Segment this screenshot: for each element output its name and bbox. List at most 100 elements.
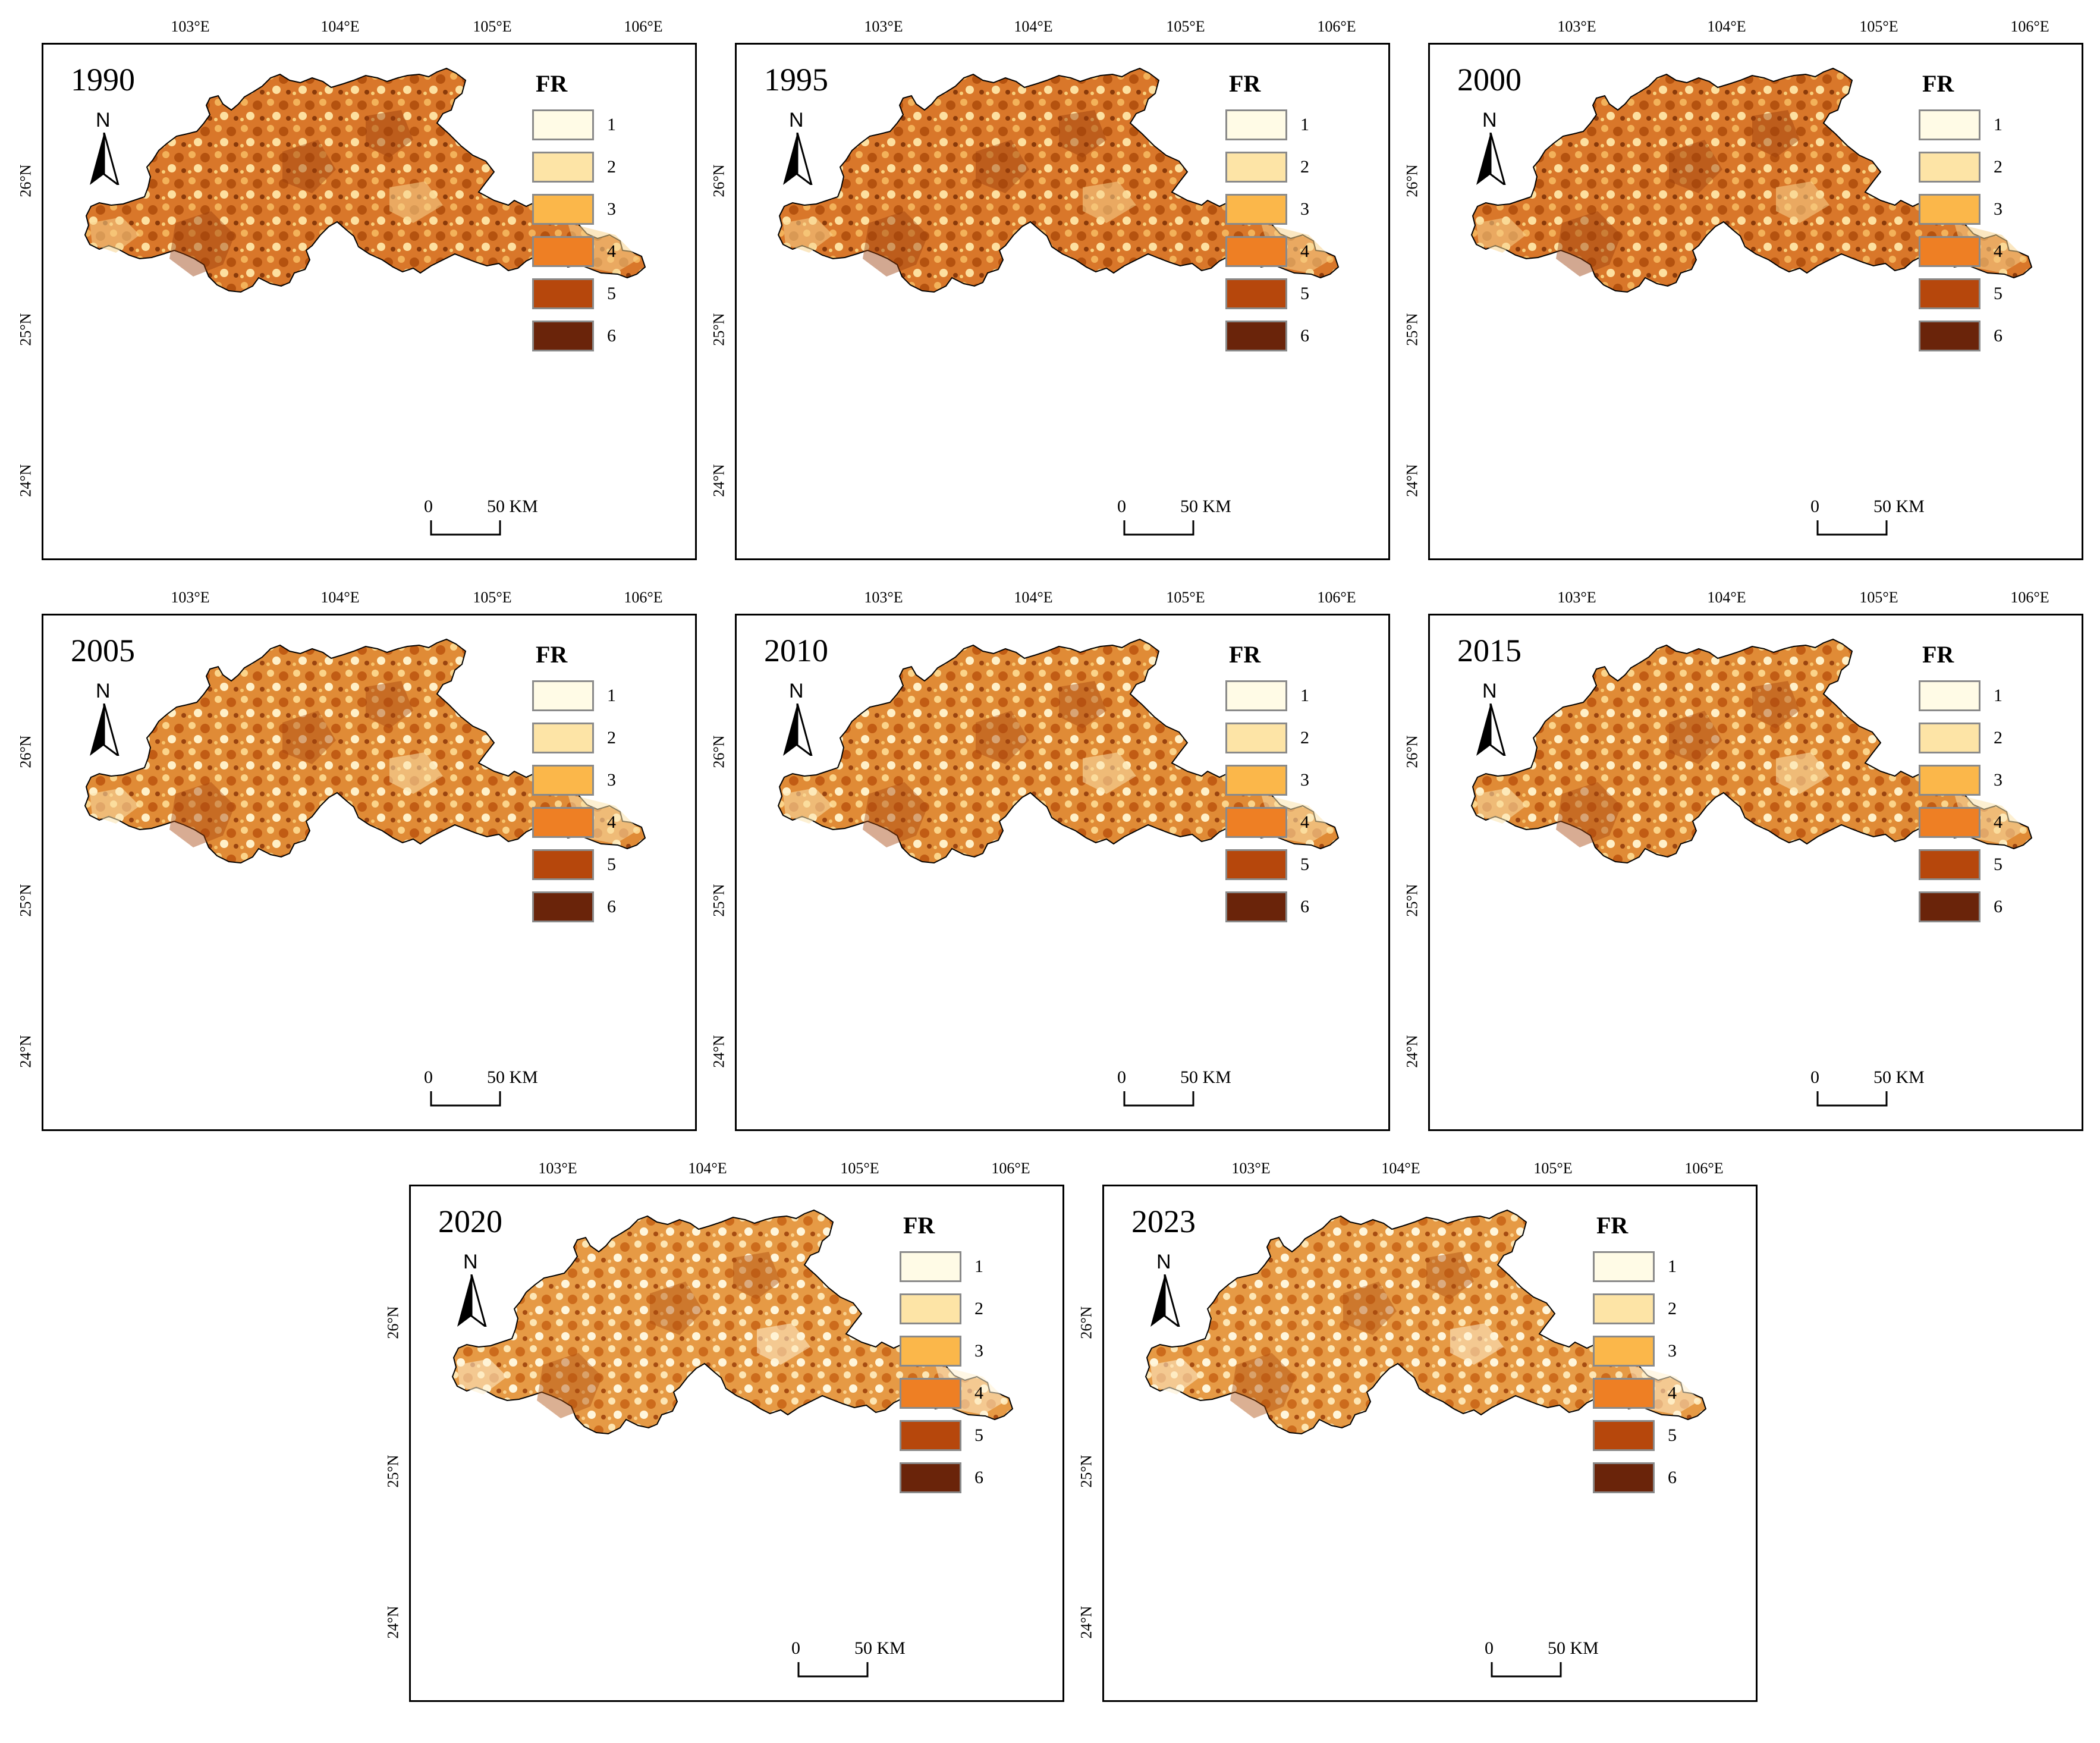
scale-zero-label: 0	[1117, 1067, 1126, 1087]
fr-high-class-zones	[1556, 681, 1800, 847]
latitude-tick-label: 26°N	[17, 735, 34, 768]
legend-swatch	[1225, 151, 1287, 183]
legend-item-1: 1	[900, 1245, 1018, 1287]
legend-item-2: 2	[900, 1287, 1018, 1330]
longitude-tick-label: 106°E	[2010, 18, 2049, 35]
legend-swatch	[532, 235, 594, 267]
legend-item-4: 4	[532, 801, 651, 843]
legend-item-2: 2	[532, 717, 651, 759]
legend-swatch	[1593, 1335, 1655, 1367]
north-letter: N	[789, 680, 804, 702]
latitude-tick-label: 24°N	[1403, 464, 1421, 497]
legend-item-1: 1	[532, 103, 651, 146]
longitude-tick-label: 106°E	[624, 589, 663, 606]
north-letter: N	[96, 109, 111, 131]
scale-bar	[1123, 520, 1194, 536]
legend-swatch	[1593, 1462, 1655, 1493]
legend: FR 1 2 3 4 5 6	[532, 640, 651, 928]
legend-label: 3	[1300, 770, 1309, 790]
legend-label: 4	[607, 812, 616, 832]
longitude-tick-label: 106°E	[1684, 1160, 1724, 1177]
longitude-tick-label: 104°E	[1014, 589, 1053, 606]
longitude-tick-label: 104°E	[1707, 589, 1746, 606]
legend-swatch	[1593, 1293, 1655, 1324]
legend-item-6: 6	[1919, 885, 2038, 928]
legend-item-3: 3	[532, 759, 651, 801]
north-arrow-icon	[783, 133, 813, 185]
north-arrow: N	[1469, 109, 1511, 186]
legend-swatch	[1225, 891, 1287, 922]
legend-item-4: 4	[532, 230, 651, 272]
legend-swatch	[900, 1377, 961, 1409]
legend-swatch	[1919, 764, 1980, 796]
legend-swatch	[532, 151, 594, 183]
map-panel-2005: 2005 N FR 1 2 3 4 5 6 0 50 KM 103°E 104°E 105°E…	[17, 589, 697, 1131]
legend-label: 3	[1994, 770, 2002, 790]
panel-year-label: 1990	[71, 62, 135, 98]
scale-zero-label: 0	[424, 497, 433, 516]
legend-label: 6	[974, 1467, 983, 1487]
legend-swatch	[1225, 764, 1287, 796]
legend-swatch	[900, 1419, 961, 1451]
legend-label: 5	[607, 854, 616, 874]
scale-zero-label: 0	[1810, 1067, 1819, 1087]
legend-label: 4	[1994, 241, 2002, 261]
latitude-tick-label: 26°N	[1403, 164, 1421, 197]
north-arrow: N	[776, 109, 818, 186]
legend-title: FR	[1229, 70, 1261, 97]
legend-item-3: 3	[1919, 188, 2038, 230]
legend-item-5: 5	[1919, 843, 2038, 885]
map-panel-2015: 2015 N FR 1 2 3 4 5 6 0 50 KM 103°E 104°E 105°E…	[1404, 589, 2083, 1131]
legend-item-2: 2	[1593, 1287, 1712, 1330]
legend-item-6: 6	[1225, 885, 1344, 928]
legend-item-3: 3	[532, 188, 651, 230]
legend-items: 1 2 3 4 5 6	[1225, 674, 1344, 928]
scale-zero-label: 0	[1485, 1638, 1494, 1658]
scale-fifty-label: 50 KM	[854, 1638, 906, 1658]
legend-swatch	[1919, 235, 1980, 267]
legend-items: 1 2 3 4 5 6	[900, 1245, 1018, 1499]
legend-swatch	[1225, 278, 1287, 309]
legend-title: FR	[903, 1212, 935, 1239]
legend-item-3: 3	[1225, 759, 1344, 801]
north-letter: N	[1482, 109, 1497, 131]
legend-item-6: 6	[900, 1456, 1018, 1499]
legend-title: FR	[536, 641, 568, 668]
legend-swatch	[1919, 891, 1980, 922]
north-arrow-icon	[90, 133, 120, 185]
legend-label: 4	[1300, 241, 1309, 261]
map-panel-2023: 2023 N FR 1 2 3 4 5 6 0 50 KM 103°E 104°E 105°E…	[1078, 1160, 1758, 1702]
north-arrow-icon	[783, 704, 813, 756]
legend: FR 1 2 3 4 5 6	[1919, 640, 2038, 928]
legend-label: 4	[607, 241, 616, 261]
scale-zero-label: 0	[791, 1638, 800, 1658]
legend-item-5: 5	[1225, 272, 1344, 315]
legend-swatch	[1919, 806, 1980, 838]
legend-label: 3	[607, 199, 616, 219]
fr-high-class-zones	[169, 110, 413, 277]
legend-label: 6	[1300, 325, 1309, 346]
latitude-tick-label: 25°N	[1403, 313, 1421, 346]
panel-year-label: 2015	[1457, 633, 1521, 668]
scale-fifty-label: 50 KM	[487, 497, 538, 516]
latitude-tick-label: 26°N	[710, 735, 728, 768]
longitude-tick-label: 105°E	[1859, 589, 1898, 606]
scale-fifty-label: 50 KM	[1548, 1638, 1599, 1658]
scale-bar	[1491, 1662, 1562, 1678]
scale-bar	[1123, 1091, 1194, 1107]
map-panel-1995: 1995 N FR 1 2 3 4 5 6 0 50 KM 103°E 104°E 105°E…	[711, 18, 1390, 560]
legend-title: FR	[1922, 641, 1954, 668]
longitude-tick-label: 104°E	[1014, 18, 1053, 35]
longitude-tick-label: 106°E	[1317, 589, 1356, 606]
longitude-tick-label: 105°E	[1166, 18, 1205, 35]
legend-item-5: 5	[1593, 1414, 1712, 1456]
legend-label: 4	[974, 1383, 983, 1403]
scale-fifty-label: 50 KM	[487, 1067, 538, 1087]
longitude-tick-label: 103°E	[864, 18, 903, 35]
map-frame: 1990 N FR 1 2 3 4 5 6 0 50 KM	[42, 43, 697, 560]
legend-title: FR	[536, 70, 568, 97]
legend-items: 1 2 3 4 5 6	[1593, 1245, 1712, 1499]
longitude-tick-label: 103°E	[864, 589, 903, 606]
legend-item-4: 4	[1593, 1372, 1712, 1414]
fr-high-class-zones	[169, 681, 413, 847]
